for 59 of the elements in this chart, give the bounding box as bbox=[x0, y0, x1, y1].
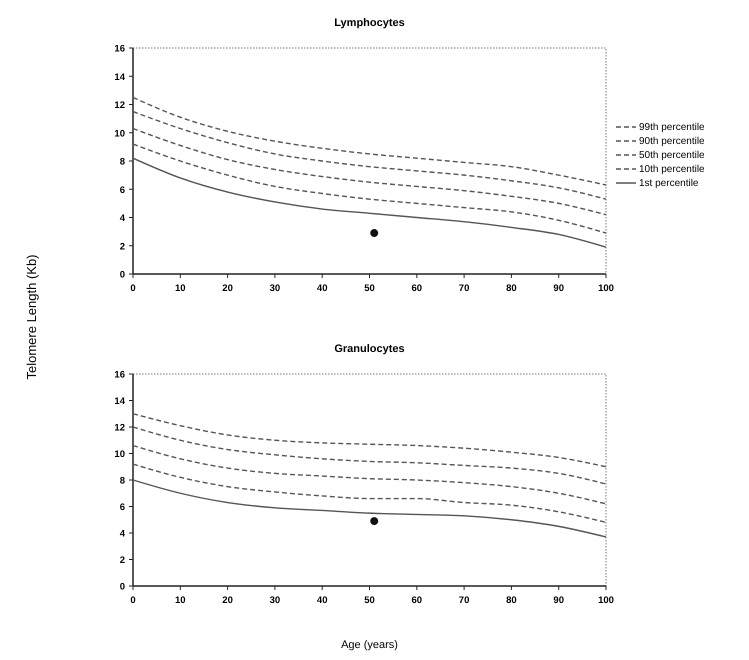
line-series bbox=[132, 157, 607, 248]
x-tick-label: 70 bbox=[458, 283, 470, 294]
x-tick-label: 30 bbox=[270, 595, 280, 606]
line-series bbox=[132, 426, 607, 485]
chart-title: Granulocytes bbox=[334, 343, 405, 355]
y-tick-label: 10 bbox=[114, 449, 125, 460]
legend-label: 1st percentile bbox=[639, 178, 699, 189]
y-tick-label: 6 bbox=[120, 502, 125, 513]
line-series bbox=[132, 110, 607, 200]
line-series bbox=[132, 128, 607, 216]
line-series bbox=[132, 479, 607, 538]
x-tick-label: 100 bbox=[598, 283, 614, 294]
line-series bbox=[132, 463, 607, 524]
x-tick-label: 100 bbox=[598, 595, 614, 606]
y-tick-label: 14 bbox=[114, 396, 126, 407]
x-tick-label: 80 bbox=[506, 283, 517, 294]
x-tick-label: 20 bbox=[222, 283, 233, 294]
x-tick-label: 90 bbox=[553, 595, 564, 606]
y-tick-label: 12 bbox=[114, 422, 125, 434]
y-tick-label: 10 bbox=[114, 128, 125, 140]
y-tick-label: 12 bbox=[114, 100, 125, 111]
y-tick-label: 8 bbox=[120, 476, 125, 486]
chart-title: Lymphocytes bbox=[334, 17, 405, 29]
x-tick-label: 50 bbox=[364, 283, 375, 294]
x-axis-title: Age (years) bbox=[341, 639, 398, 651]
y-tick-label: 2 bbox=[120, 241, 125, 252]
y-tick-label: 4 bbox=[120, 528, 126, 540]
line-series bbox=[132, 143, 607, 234]
y-tick-label: 16 bbox=[114, 44, 125, 54]
legend-label: 50th percentile bbox=[639, 150, 706, 161]
y-tick-label: 6 bbox=[120, 184, 125, 196]
x-tick-label: 30 bbox=[270, 283, 280, 294]
x-tick-label: 80 bbox=[506, 595, 517, 606]
x-tick-label: 40 bbox=[316, 595, 328, 606]
x-tick-label: 0 bbox=[130, 283, 136, 294]
y-axis-title: Telomere Length (Kb) bbox=[24, 254, 39, 380]
x-tick-label: 20 bbox=[222, 595, 233, 606]
x-tick-label: 90 bbox=[553, 283, 564, 294]
x-tick-label: 60 bbox=[412, 595, 422, 606]
x-tick-label: 40 bbox=[316, 283, 328, 294]
y-tick-label: 0 bbox=[120, 270, 125, 280]
y-tick-label: 8 bbox=[120, 156, 125, 168]
x-tick-label: 70 bbox=[458, 595, 470, 606]
y-tick-label: 0 bbox=[120, 582, 125, 592]
x-tick-label: 50 bbox=[364, 595, 375, 606]
y-tick-label: 2 bbox=[120, 555, 125, 566]
legend-label: 99th percentile bbox=[639, 122, 706, 133]
line-series bbox=[132, 413, 607, 468]
x-tick-label: 10 bbox=[175, 283, 186, 294]
x-tick-label: 10 bbox=[175, 595, 186, 606]
line-series bbox=[132, 96, 607, 186]
y-tick-label: 4 bbox=[120, 213, 126, 224]
x-tick-label: 0 bbox=[130, 595, 136, 606]
y-tick-label: 16 bbox=[114, 370, 125, 380]
legend-label: 90th percentile bbox=[639, 136, 706, 147]
line-series bbox=[132, 444, 607, 505]
y-tick-label: 14 bbox=[114, 72, 126, 83]
x-tick-label: 60 bbox=[412, 283, 422, 294]
legend-label: 10th percentile bbox=[639, 164, 706, 175]
